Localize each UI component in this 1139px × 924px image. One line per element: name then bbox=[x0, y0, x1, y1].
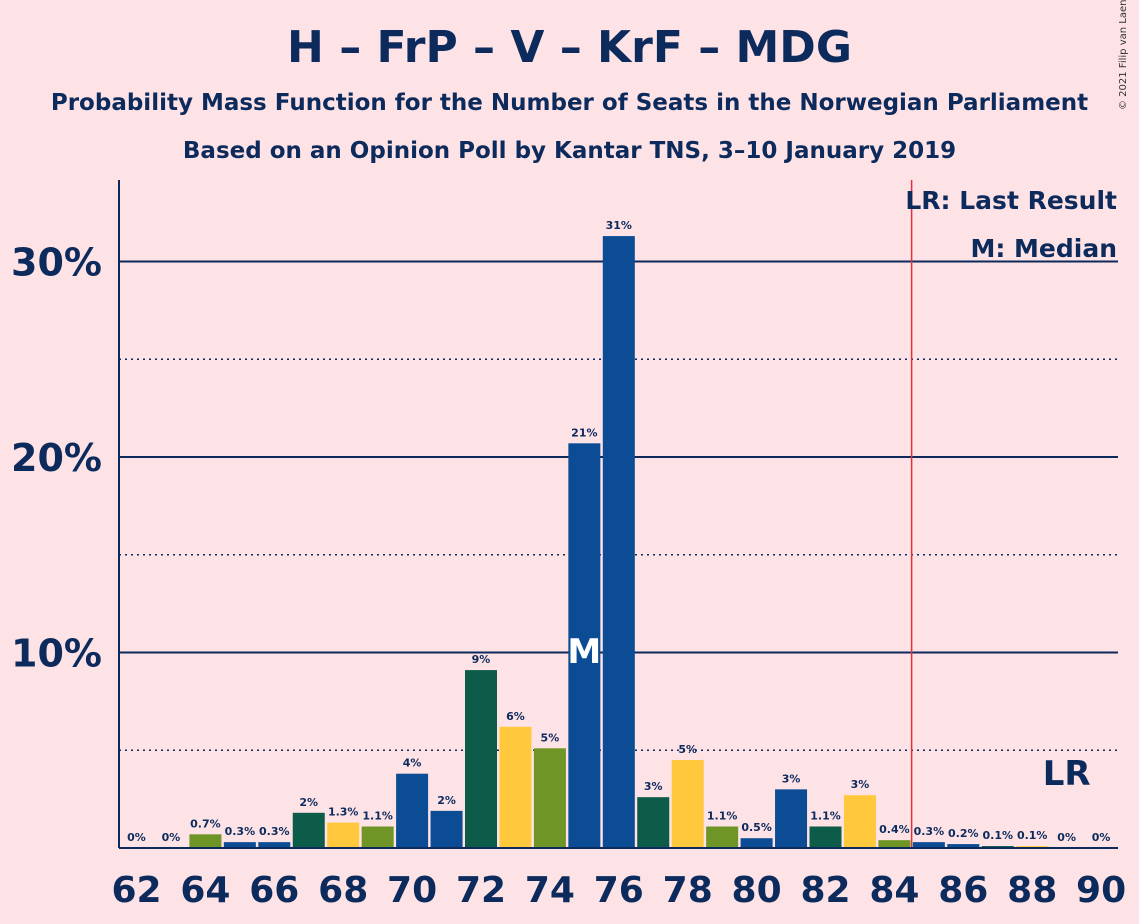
data-label-70: 4% bbox=[403, 757, 422, 770]
data-label-72: 9% bbox=[472, 653, 491, 666]
data-label-62: 0% bbox=[127, 831, 146, 844]
x-tick-label: 66 bbox=[249, 870, 299, 911]
bar-70 bbox=[396, 773, 429, 848]
data-label-81: 3% bbox=[782, 772, 801, 785]
bar-76 bbox=[602, 236, 635, 848]
y-tick-label: 30% bbox=[11, 241, 102, 285]
y-tick-label: 10% bbox=[11, 632, 102, 676]
chart-subtitle-poll: Based on an Opinion Poll by Kantar TNS, … bbox=[182, 138, 957, 164]
bar-66 bbox=[258, 842, 291, 848]
bar-65 bbox=[223, 842, 256, 848]
bar-72 bbox=[465, 670, 497, 848]
data-label-82: 1.1% bbox=[810, 809, 841, 822]
data-label-67: 2% bbox=[299, 796, 318, 809]
x-tick-label: 64 bbox=[180, 870, 230, 911]
x-tick-label: 74 bbox=[525, 870, 575, 911]
bar-77 bbox=[637, 797, 670, 848]
data-label-79: 1.1% bbox=[707, 809, 738, 822]
bar-79 bbox=[706, 826, 739, 848]
x-tick-label: 78 bbox=[663, 870, 713, 911]
data-label-63: 0% bbox=[162, 831, 181, 844]
chart-subtitle: Probability Mass Function for the Number… bbox=[50, 90, 1089, 116]
bar-85 bbox=[912, 842, 945, 848]
x-tick-label: 88 bbox=[1007, 870, 1057, 911]
data-label-66: 0.3% bbox=[259, 825, 290, 838]
x-tick-label: 76 bbox=[594, 870, 644, 911]
bar-67 bbox=[292, 812, 325, 848]
bar-64 bbox=[189, 834, 222, 848]
data-label-80: 0.5% bbox=[741, 821, 772, 834]
legend-median: M: Median bbox=[970, 234, 1117, 263]
data-label-87: 0.1% bbox=[982, 829, 1013, 842]
bar-84 bbox=[878, 840, 911, 848]
bar-83 bbox=[843, 795, 876, 848]
legend-last-result: LR: Last Result bbox=[905, 186, 1117, 215]
data-label-83: 3% bbox=[851, 778, 870, 791]
data-label-75: 21% bbox=[571, 426, 597, 439]
data-label-84: 0.4% bbox=[879, 823, 910, 836]
bar-78 bbox=[671, 760, 704, 848]
bar-74 bbox=[533, 748, 566, 848]
x-tick-label: 62 bbox=[111, 870, 161, 911]
y-tick-label: 20% bbox=[11, 436, 102, 480]
bar-73 bbox=[499, 726, 532, 848]
x-tick-label: 70 bbox=[387, 870, 437, 911]
x-tick-label: 86 bbox=[938, 870, 988, 911]
bar-82 bbox=[809, 826, 842, 848]
x-tick-label: 68 bbox=[318, 870, 368, 911]
data-label-64: 0.7% bbox=[190, 817, 221, 830]
chart-title: H – FrP – V – KrF – MDG bbox=[287, 22, 852, 73]
data-label-77: 3% bbox=[644, 780, 663, 793]
bar-69 bbox=[361, 826, 394, 848]
data-label-90: 0% bbox=[1092, 831, 1111, 844]
x-tick-label: 90 bbox=[1076, 870, 1126, 911]
x-tick-label: 82 bbox=[800, 870, 850, 911]
data-label-76: 31% bbox=[606, 219, 632, 232]
data-label-73: 6% bbox=[506, 710, 525, 723]
x-tick-label: 84 bbox=[869, 870, 919, 911]
x-tick-label: 72 bbox=[456, 870, 506, 911]
bar-68 bbox=[327, 822, 360, 848]
bar-80 bbox=[740, 838, 773, 848]
data-label-78: 5% bbox=[678, 743, 697, 756]
bar-81 bbox=[775, 789, 808, 848]
bar-71 bbox=[430, 810, 463, 848]
median-marker: M bbox=[567, 632, 601, 672]
last-result-marker: LR bbox=[1043, 754, 1091, 794]
data-label-74: 5% bbox=[541, 731, 560, 744]
data-label-86: 0.2% bbox=[948, 827, 979, 840]
data-label-68: 1.3% bbox=[328, 806, 359, 819]
data-label-89: 0% bbox=[1057, 831, 1076, 844]
x-tick-label: 80 bbox=[732, 870, 782, 911]
data-label-65: 0.3% bbox=[225, 825, 256, 838]
data-label-69: 1.1% bbox=[362, 809, 393, 822]
data-label-71: 2% bbox=[437, 794, 456, 807]
bar-75 bbox=[568, 443, 601, 848]
data-label-88: 0.1% bbox=[1017, 829, 1048, 842]
bar-86 bbox=[947, 844, 980, 848]
data-label-85: 0.3% bbox=[914, 825, 945, 838]
